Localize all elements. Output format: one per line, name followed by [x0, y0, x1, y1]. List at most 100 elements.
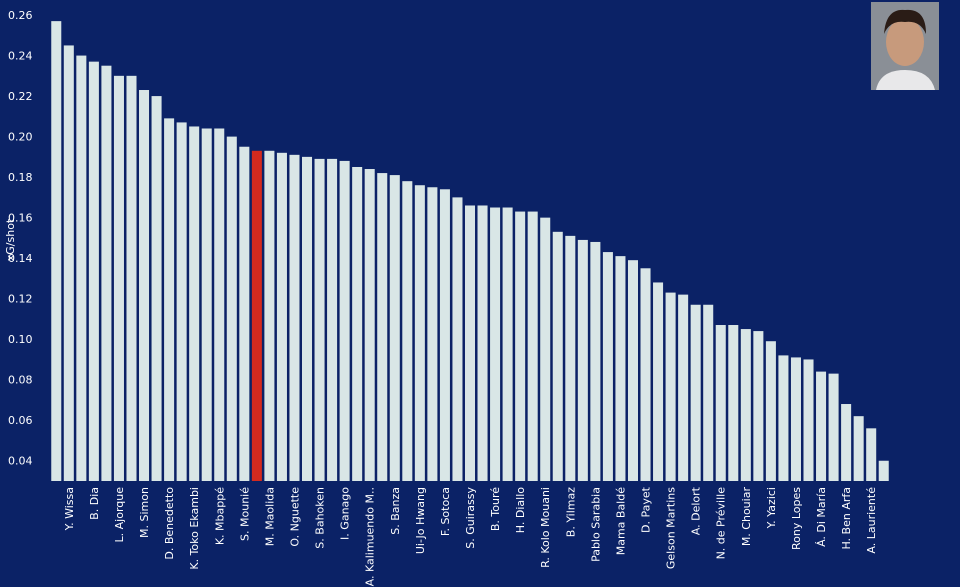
bar [690, 304, 701, 481]
bar [515, 211, 526, 481]
bar [866, 428, 877, 481]
y-tick-label: 0.08 [8, 374, 33, 387]
x-tick-label: F. Sotoca [439, 487, 452, 536]
x-tick-label: Y. Wissa [63, 487, 76, 531]
bar [176, 122, 187, 481]
y-tick-label: 0.14 [8, 252, 33, 265]
bar [151, 96, 162, 481]
bar [251, 150, 262, 481]
bar [339, 160, 350, 481]
bar [364, 169, 375, 481]
bar [51, 21, 62, 482]
bar [878, 460, 889, 481]
x-tick-label: A. Kalimuendo M.. [364, 487, 377, 586]
bar [414, 185, 425, 482]
y-tick-label: 0.24 [8, 50, 33, 63]
y-tick-label: 0.04 [8, 455, 33, 468]
x-tick-label: O. Nguette [288, 487, 301, 547]
x-tick-label: M. Maolida [263, 487, 276, 546]
bar [327, 158, 338, 481]
x-tick-label: Gelson Martins [665, 487, 678, 569]
x-tick-label: D. Payet [640, 486, 653, 533]
bar [427, 187, 438, 481]
bar [477, 205, 488, 481]
bar [452, 197, 463, 481]
bar [276, 152, 287, 481]
bar [76, 55, 87, 481]
bar [715, 325, 726, 481]
bar [703, 304, 714, 481]
x-tick-label: R. Kolo Mouani [539, 487, 552, 568]
bar [201, 128, 212, 481]
x-tick-label: L. Ajorque [113, 487, 126, 543]
x-tick-label: Rony Lopes [790, 487, 803, 550]
bar [464, 205, 476, 481]
bar [402, 181, 413, 481]
bar [302, 156, 313, 482]
y-tick-label: 0.12 [8, 293, 33, 306]
bar [490, 207, 501, 482]
bar [678, 294, 689, 481]
y-tick-label: 0.18 [8, 171, 33, 184]
bar [602, 252, 613, 481]
bar [816, 371, 827, 481]
bar [552, 231, 563, 481]
x-tick-label: H. Diallo [514, 487, 527, 533]
bar [728, 325, 739, 481]
bar [88, 61, 99, 482]
y-axis-label: xG/shot [4, 218, 17, 261]
bar [828, 373, 839, 481]
x-tick-label: H. Ben Arfa [840, 487, 853, 550]
x-tick-label: K. Toko Ekambi [188, 487, 201, 570]
y-tick-label: 0.10 [8, 333, 33, 346]
x-tick-label: B. Yilmaz [564, 487, 577, 537]
bar [377, 173, 388, 481]
bar [439, 189, 450, 481]
bar [665, 292, 676, 481]
bar [790, 357, 801, 481]
bar [615, 256, 626, 481]
bar [577, 239, 588, 481]
bar [778, 355, 789, 481]
x-tick-label: Á. Di María [815, 487, 828, 547]
bar [653, 282, 664, 481]
x-tick-label: M. Chouiar [740, 487, 753, 547]
y-tick-label: 0.26 [8, 9, 33, 22]
x-tick-label: S. Banza [389, 487, 402, 535]
bar [264, 150, 275, 481]
x-tick-label: N. de Préville [715, 487, 728, 560]
bar [139, 90, 150, 482]
x-tick-label: S. Bahoken [314, 487, 327, 549]
bar [164, 118, 175, 481]
y-tick-label: 0.06 [8, 414, 33, 427]
player-photo [871, 2, 939, 90]
bar [627, 260, 638, 481]
x-tick-label: A. Laurienté [865, 487, 878, 554]
bar [527, 211, 538, 481]
bar [189, 126, 200, 482]
bar [841, 404, 852, 481]
bar [502, 207, 513, 482]
x-tick-label: B. Touré [489, 487, 502, 531]
bar [289, 154, 300, 481]
bar [590, 241, 601, 481]
bar [565, 235, 576, 481]
bar [765, 341, 776, 481]
x-tick-label: Mama Baldé [614, 487, 627, 556]
bar [853, 416, 864, 481]
bar [126, 75, 137, 482]
x-tick-label: Y. Yazici [765, 487, 778, 529]
x-tick-label: Pablo Sarabia [589, 487, 602, 562]
bar [740, 329, 751, 481]
x-tick-label: B. Dia [88, 487, 101, 520]
bar [239, 146, 250, 481]
bar [314, 158, 325, 481]
x-tick-label: Ui-Jo Hwang [414, 487, 427, 554]
x-tick-label: A. Delort [690, 486, 703, 535]
x-tick-label: I. Ganago [339, 487, 352, 540]
bar [226, 136, 237, 481]
bar [540, 217, 551, 481]
bar [63, 45, 74, 481]
x-tick-label: S. Guirassy [464, 487, 477, 549]
